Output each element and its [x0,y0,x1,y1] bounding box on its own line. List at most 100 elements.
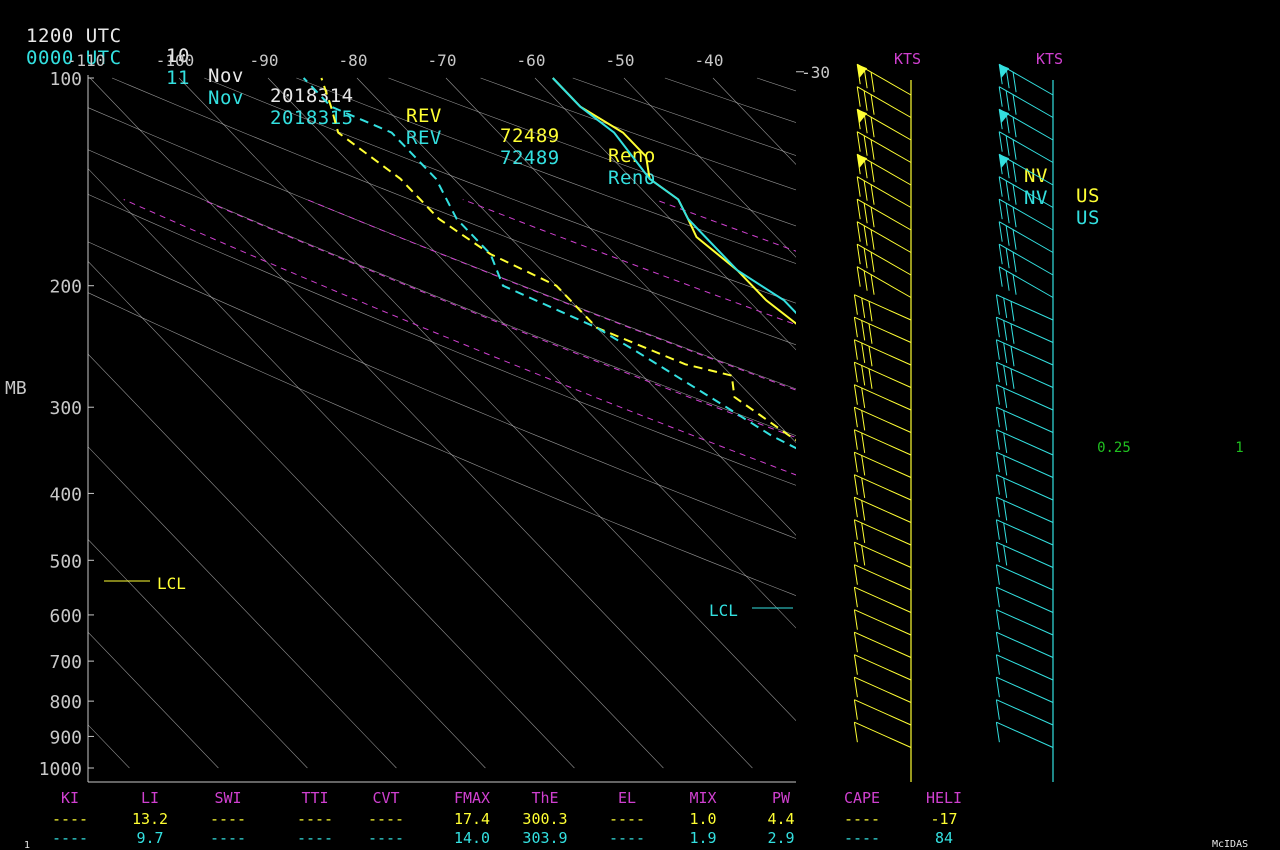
run2-wind-feather [998,221,1003,242]
run2-wind-feather [1003,477,1008,499]
run1-wind-feather [863,203,868,224]
run1-wind-feather [861,342,866,364]
run1-index-value: ---- [368,810,404,828]
run2-wind-feather [1005,135,1010,156]
run1-wind-feather [861,477,866,499]
run1-wind-feather [861,432,866,454]
isotherm-line [88,446,397,769]
run2-wind-feather [1003,297,1008,319]
run2-wind-barb [998,266,1054,298]
run1-wind-pennant [857,64,868,79]
top-temp-tick-label: -40 [695,51,724,70]
index-label: CAPE [844,789,880,807]
run2-wind-barb [998,198,1054,231]
run2-wind-barb [996,541,1054,568]
run2-index-value: ---- [297,829,333,847]
run2-wind-feather [995,497,1000,518]
run2-wind-feather [995,384,1000,405]
run2-wind-feather [1003,545,1008,566]
moist-adiabat-line [306,199,796,391]
run2-wind-feather [1003,410,1008,431]
run2-wind-feather [1012,162,1017,183]
mixing-ratio-line [1116,508,1280,768]
run2-wind-feather [1005,90,1010,111]
wind-layer: KTS KTS [853,50,1063,782]
run2-wind-barb [996,451,1054,478]
run2-wind-feather [1005,180,1010,201]
run1-wind-feather [870,162,875,183]
run2-wind-barb [996,631,1054,658]
run1-index-value: 300.3 [522,810,567,828]
run2-wind-pennant [999,109,1010,124]
run1-wind-feather [870,184,875,205]
run1-wind-feather [861,545,866,566]
run2-wind-feather [995,294,1000,315]
isotherm-line [88,168,664,769]
run1-wind-barb [856,86,912,118]
header-run2: 0000 UTC 11 Nov 2018315 REV 72489 Reno N… [26,28,1099,228]
run1-wind-feather [856,221,861,242]
run1-wind-feather [853,294,858,315]
run2-wind-feather [995,317,1000,338]
run1-wind-feather [863,135,868,156]
run1-index-value: -17 [930,810,957,828]
index-label: CVT [372,789,399,807]
run1-wind-feather [853,339,858,360]
run2-product: REV [406,127,442,149]
run2-wind-feather [998,176,1003,197]
run2-wind-feather [1003,432,1008,454]
header-run1: 1200 UTC 10 Nov 2018314 REV 72489 Reno N… [26,6,1099,206]
run1-state: NV [1024,165,1048,187]
run1-wind-feather [861,365,866,386]
run1-wind-feather [853,362,858,383]
run2-wind-barb [996,406,1054,433]
isotherm-line [88,539,308,769]
run2-wind-feather [1005,225,1010,246]
run1-index-value: ---- [297,810,333,828]
run1-day: 10 [166,45,190,67]
run1-wind-barb [854,384,912,411]
run2-wind-feather [995,542,1000,563]
run1-wind-feather [870,139,875,160]
run2-wind-feather [998,244,1003,265]
run1-wind-feather [853,429,858,450]
run1-wind-feather [868,368,873,389]
run1-wind-barb [854,294,912,321]
right-temp-tick-label: -30 [801,63,830,82]
run2-wind-feather [995,339,1000,360]
run2-wind-barb [996,316,1054,343]
run1-wind-feather [868,301,873,322]
run2-wind-feather [995,632,1000,653]
run1-wind-feather [863,180,868,201]
run1-wind-feather [863,270,868,291]
run2-wind-feather [1010,323,1015,344]
run1-wind-barb [854,631,912,658]
run1-index-value: ---- [609,810,645,828]
isopleth-layer [123,199,796,476]
run2-wind-feather [998,131,1003,152]
run2-wind-barb [996,609,1054,636]
pressure-tick-label: 1000 [39,759,82,780]
index-label: HELI [926,789,962,807]
dry-adiabat-line [88,193,796,486]
run1-wind-feather [868,346,873,367]
run1-wind-barb [854,406,912,433]
isotherm-line [623,77,796,258]
run2-wind-feather [995,519,1000,540]
run1-country: US [1076,185,1100,207]
run1-wind-feather [853,564,858,585]
run2-wind-barb [996,339,1054,366]
pressure-tick-label: 500 [49,551,82,572]
run2-wind-feather [1005,68,1010,89]
run2-wind-feather [1005,203,1010,224]
run2-wind-barb [996,429,1054,456]
run1-wind-barb [854,519,912,546]
run2-wind-feather [995,429,1000,450]
run2-wind-barb [996,699,1054,726]
dry-adiabat-line [88,241,796,539]
run2-wind-feather [1003,500,1008,521]
run2-wind-feather [1005,158,1010,179]
run1-wind-barb [854,541,912,568]
run2-wind-feather [1012,229,1017,250]
